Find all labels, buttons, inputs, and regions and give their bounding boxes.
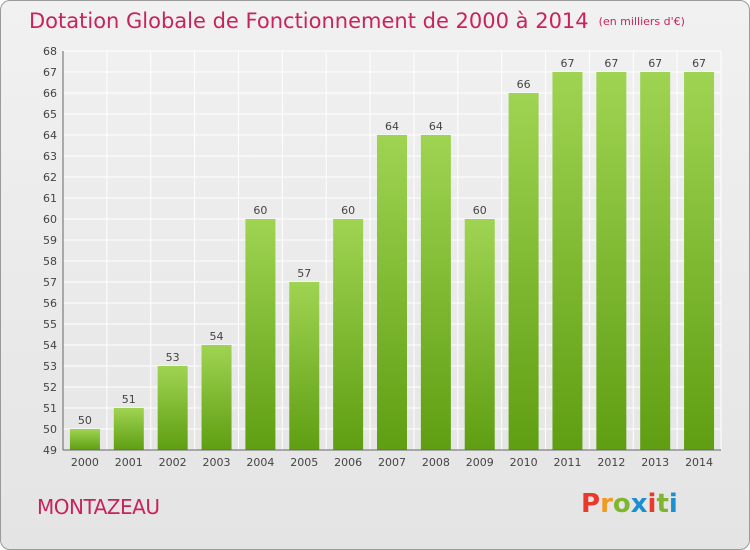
y-tick-label: 58 xyxy=(43,255,57,268)
x-tick-label-2013: 2013 xyxy=(641,456,669,469)
value-label-2000: 50 xyxy=(78,414,92,427)
x-tick-label-2009: 2009 xyxy=(466,456,494,469)
logo-letter: t xyxy=(656,489,669,519)
bar-2009 xyxy=(464,219,495,450)
y-tick-label: 64 xyxy=(43,129,57,142)
bar-2004 xyxy=(245,219,276,450)
bar-2013 xyxy=(640,72,671,450)
value-label-2007: 64 xyxy=(385,120,399,133)
y-tick-label: 65 xyxy=(43,108,57,121)
value-label-2003: 54 xyxy=(210,330,224,343)
y-tick-label: 68 xyxy=(43,45,57,58)
x-tick-label-2011: 2011 xyxy=(553,456,581,469)
x-tick-label-2006: 2006 xyxy=(334,456,362,469)
bar-2012 xyxy=(596,72,627,450)
x-tick-label-2002: 2002 xyxy=(159,456,187,469)
bar-2006 xyxy=(333,219,364,450)
y-tick-label: 61 xyxy=(43,192,57,205)
value-label-2009: 60 xyxy=(473,204,487,217)
bar-2010 xyxy=(508,93,539,450)
y-tick-label: 50 xyxy=(43,423,57,436)
y-tick-label: 51 xyxy=(43,402,57,415)
bar-2011 xyxy=(552,72,583,450)
chart-subtitle: (en milliers d'€) xyxy=(598,15,685,28)
bar-2003 xyxy=(201,345,232,450)
bar-2000 xyxy=(69,429,100,450)
value-label-2011: 67 xyxy=(560,57,574,70)
x-tick-label-2012: 2012 xyxy=(597,456,625,469)
value-label-2013: 67 xyxy=(648,57,662,70)
x-tick-label-2008: 2008 xyxy=(422,456,450,469)
bar-2001 xyxy=(113,408,144,450)
y-tick-label: 49 xyxy=(43,444,57,457)
bar-2008 xyxy=(420,135,451,450)
value-label-2006: 60 xyxy=(341,204,355,217)
logo-letter: o xyxy=(612,489,631,519)
bar-2005 xyxy=(289,282,320,450)
y-tick-label: 52 xyxy=(43,381,57,394)
chart-title: Dotation Globale de Fonctionnement de 20… xyxy=(29,9,685,33)
bar-2014 xyxy=(684,72,715,450)
value-label-2004: 60 xyxy=(253,204,267,217)
x-tick-label-2007: 2007 xyxy=(378,456,406,469)
bar-2002 xyxy=(157,366,188,450)
bar-2007 xyxy=(377,135,407,450)
y-tick-label: 53 xyxy=(43,360,57,373)
x-tick-label-2004: 2004 xyxy=(246,456,274,469)
y-tick-label: 59 xyxy=(43,234,57,247)
y-tick-label: 67 xyxy=(43,66,57,79)
logo-letter: i xyxy=(668,489,678,519)
x-tick-label-2000: 2000 xyxy=(71,456,99,469)
value-label-2002: 53 xyxy=(166,351,180,364)
value-label-2012: 67 xyxy=(604,57,618,70)
x-tick-label-2014: 2014 xyxy=(685,456,713,469)
x-tick-label-2005: 2005 xyxy=(290,456,318,469)
value-label-2014: 67 xyxy=(692,57,706,70)
y-tick-label: 55 xyxy=(43,318,57,331)
y-tick-label: 57 xyxy=(43,276,57,289)
x-tick-label-2001: 2001 xyxy=(115,456,143,469)
value-label-2008: 64 xyxy=(429,120,443,133)
x-tick-label-2010: 2010 xyxy=(510,456,538,469)
logo-letter: x xyxy=(630,489,648,519)
logo-letter: r xyxy=(600,489,613,519)
y-tick-label: 66 xyxy=(43,87,57,100)
y-tick-label: 63 xyxy=(43,150,57,163)
y-tick-label: 56 xyxy=(43,297,57,310)
commune-name: MONTAZEAU xyxy=(37,495,160,519)
chart-title-text: Dotation Globale de Fonctionnement de 20… xyxy=(29,9,589,33)
value-label-2005: 57 xyxy=(297,267,311,280)
logo-letter: P xyxy=(581,489,601,519)
value-label-2001: 51 xyxy=(122,393,136,406)
logo-letter: i xyxy=(647,489,657,519)
value-label-2010: 66 xyxy=(517,78,531,91)
y-tick-label: 62 xyxy=(43,171,57,184)
proxiti-logo: Proxiti xyxy=(581,489,678,519)
x-tick-label-2003: 2003 xyxy=(203,456,231,469)
y-tick-label: 54 xyxy=(43,339,57,352)
y-tick-label: 60 xyxy=(43,213,57,226)
